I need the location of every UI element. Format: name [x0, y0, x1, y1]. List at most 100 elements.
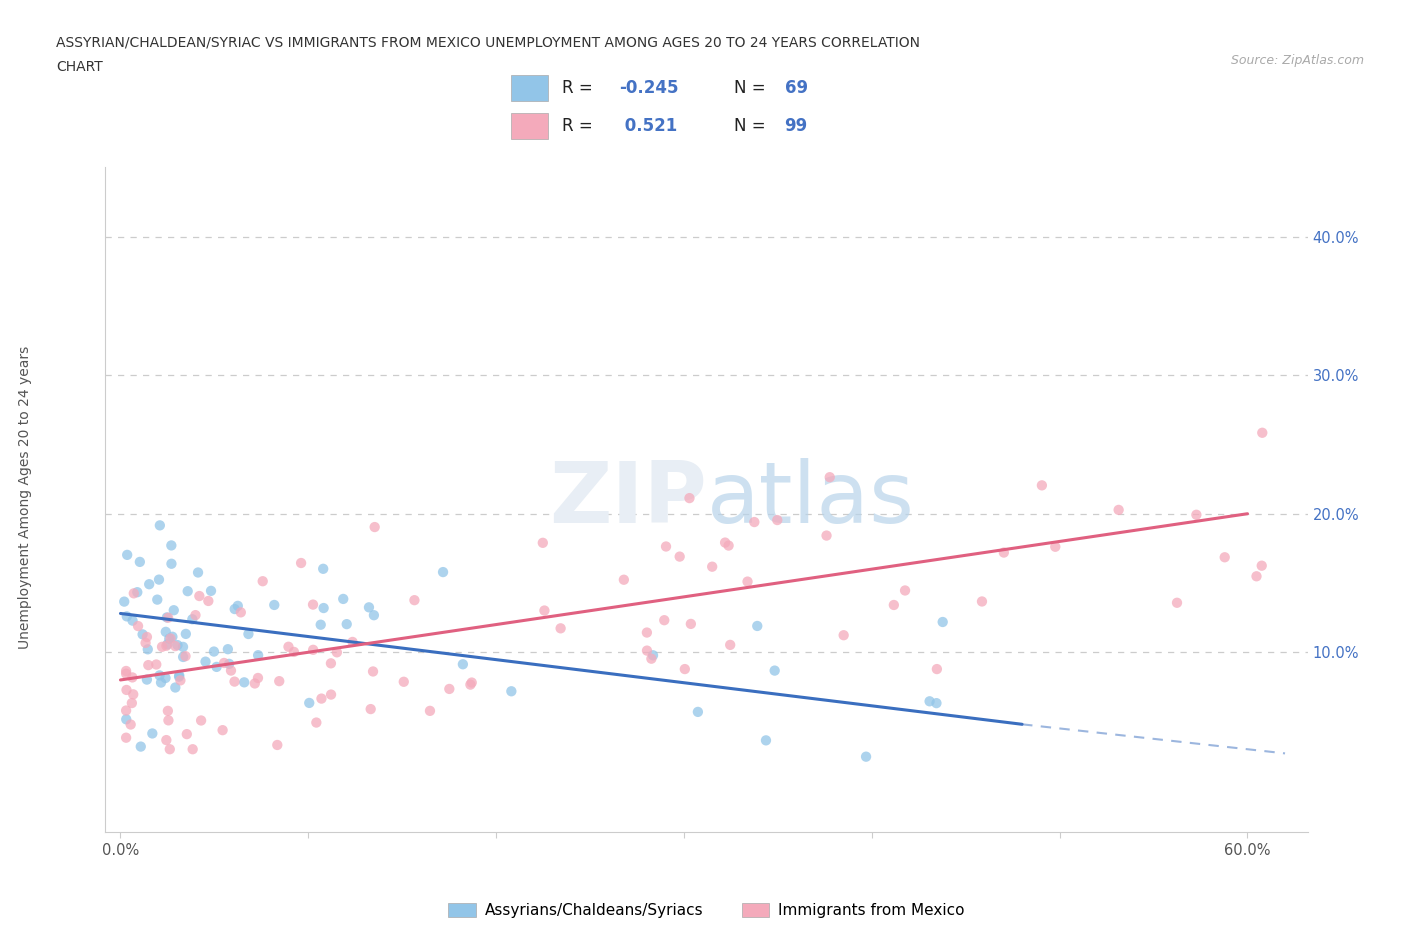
Point: [925, 696, 948, 711]
Point: [419, 703, 441, 718]
Point: [1166, 595, 1188, 610]
Point: [212, 656, 235, 671]
Point: [855, 750, 877, 764]
Point: [163, 603, 186, 618]
Point: [176, 726, 198, 741]
Point: [127, 618, 149, 633]
Text: CHART: CHART: [56, 60, 103, 74]
Text: 0.521: 0.521: [620, 117, 678, 135]
Point: [326, 644, 349, 659]
Point: [319, 656, 342, 671]
Point: [160, 538, 183, 552]
Point: [832, 628, 855, 643]
Point: [718, 637, 741, 652]
Point: [361, 664, 384, 679]
Point: [302, 597, 325, 612]
Point: [252, 574, 274, 589]
Point: [159, 631, 181, 646]
Point: [145, 658, 167, 672]
Point: [309, 618, 332, 632]
Point: [302, 643, 325, 658]
Bar: [512, 113, 548, 139]
Point: [174, 649, 197, 664]
Point: [150, 640, 173, 655]
Point: [136, 630, 159, 644]
Point: [190, 713, 212, 728]
Point: [970, 594, 993, 609]
Point: [155, 733, 177, 748]
Point: [218, 657, 240, 671]
Point: [342, 634, 364, 649]
Point: [283, 644, 305, 659]
Point: [157, 631, 180, 646]
Point: [148, 572, 170, 587]
Point: [312, 601, 335, 616]
Point: [224, 674, 246, 689]
Point: [148, 668, 170, 683]
Point: [165, 639, 187, 654]
Point: [181, 742, 204, 757]
Point: [1108, 502, 1130, 517]
Point: [460, 677, 482, 692]
Point: [200, 583, 222, 598]
Point: [155, 638, 177, 653]
Point: [655, 539, 678, 554]
Point: [120, 717, 142, 732]
Legend: Assyrians/Chaldeans/Syriacs, Immigrants from Mexico: Assyrians/Chaldeans/Syriacs, Immigrants …: [441, 897, 972, 924]
Point: [636, 625, 658, 640]
Point: [451, 657, 474, 671]
Point: [332, 591, 354, 606]
Point: [747, 618, 769, 633]
Point: [115, 703, 138, 718]
Point: [1250, 558, 1272, 573]
Point: [679, 617, 702, 631]
Point: [115, 730, 138, 745]
Point: [673, 661, 696, 676]
Point: [233, 675, 256, 690]
Point: [247, 648, 270, 663]
Point: [226, 598, 249, 613]
Point: [744, 514, 766, 529]
Point: [181, 612, 204, 627]
Point: [298, 696, 321, 711]
Text: Unemployment Among Ages 20 to 24 years: Unemployment Among Ages 20 to 24 years: [18, 346, 32, 649]
Point: [121, 696, 143, 711]
Point: [156, 637, 179, 652]
Point: [1045, 539, 1067, 554]
Point: [150, 675, 173, 690]
Point: [202, 644, 225, 659]
Point: [243, 676, 266, 691]
Point: [141, 726, 163, 741]
Point: [149, 518, 172, 533]
Point: [290, 555, 312, 570]
Point: [157, 713, 180, 728]
Point: [432, 565, 454, 579]
Point: [717, 538, 740, 553]
Point: [127, 585, 149, 600]
Point: [115, 666, 138, 681]
Point: [360, 701, 382, 716]
Point: [197, 593, 219, 608]
Point: [737, 574, 759, 589]
Point: [533, 603, 555, 618]
Point: [636, 644, 658, 658]
Text: R =: R =: [562, 79, 593, 97]
Point: [167, 668, 190, 683]
Text: N =: N =: [734, 117, 765, 135]
Point: [122, 586, 145, 601]
Point: [246, 671, 269, 685]
Point: [925, 661, 948, 676]
Point: [266, 737, 288, 752]
Point: [1246, 569, 1268, 584]
Text: N =: N =: [734, 79, 765, 97]
Point: [652, 613, 675, 628]
Point: [128, 554, 150, 569]
Point: [136, 658, 159, 672]
Point: [269, 673, 291, 688]
Point: [818, 470, 841, 485]
Point: [169, 673, 191, 688]
Point: [238, 627, 260, 642]
Point: [166, 638, 188, 653]
Point: [211, 723, 233, 737]
Point: [277, 639, 299, 654]
